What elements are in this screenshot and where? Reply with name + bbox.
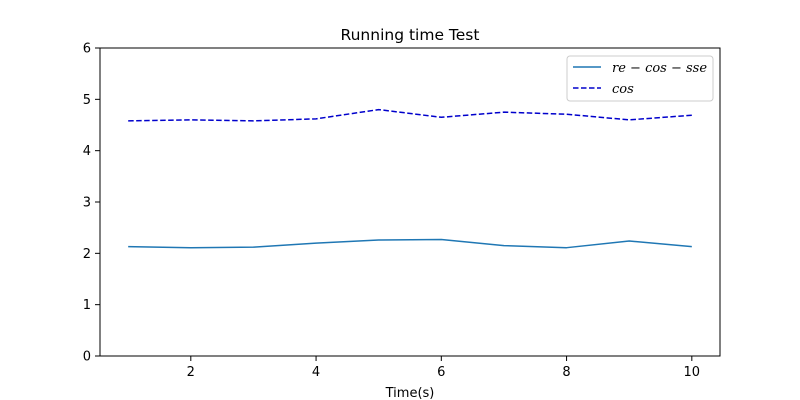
y-tick-label-5: 5 bbox=[83, 93, 91, 108]
legend-frame bbox=[566, 55, 714, 102]
series-lines bbox=[128, 108, 692, 249]
y-tick-label-1: 1 bbox=[83, 298, 91, 313]
series-line-re-cos-sse bbox=[128, 238, 692, 249]
plot-frame bbox=[99, 47, 721, 357]
legend-label-cos: cos bbox=[612, 82, 634, 97]
x-tick-label-2: 2 bbox=[187, 365, 195, 380]
legend-label-re-cos-sse: re − cos − sse bbox=[612, 61, 707, 76]
x-tick-label-6: 6 bbox=[437, 365, 445, 380]
chart-title: Running time Test bbox=[341, 26, 480, 44]
x-axis-label: Time(s) bbox=[385, 386, 435, 400]
axis-ticks: 2 4 6 8 10 0 1 2 3 4 5 6 bbox=[83, 42, 700, 381]
y-tick-label-6: 6 bbox=[83, 42, 91, 57]
x-tick-label-10: 10 bbox=[684, 365, 701, 380]
y-tick-label-0: 0 bbox=[83, 350, 91, 365]
y-tick-label-4: 4 bbox=[83, 144, 91, 159]
x-tick-label-4: 4 bbox=[312, 365, 320, 380]
y-tick-label-2: 2 bbox=[83, 247, 91, 262]
legend: re − cos − sse cos bbox=[566, 55, 714, 102]
x-tick-label-8: 8 bbox=[562, 365, 570, 380]
series-line-cos bbox=[128, 108, 692, 122]
y-tick-label-3: 3 bbox=[83, 196, 91, 211]
